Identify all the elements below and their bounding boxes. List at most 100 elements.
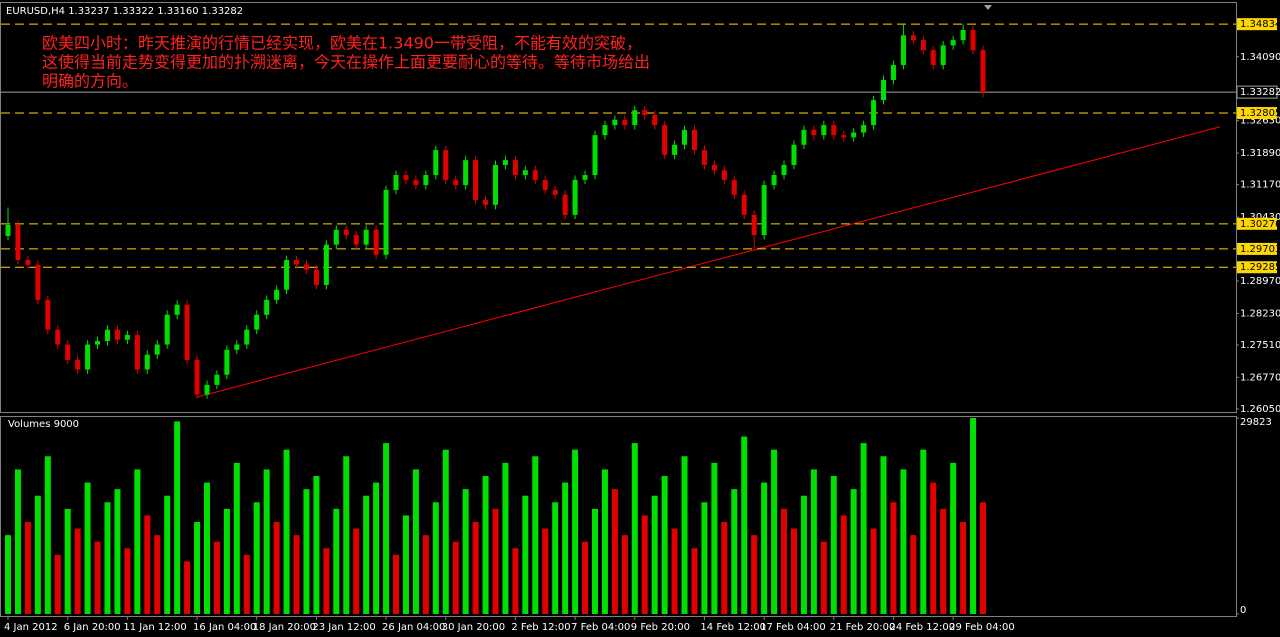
candle-body xyxy=(632,110,638,126)
volume-bar xyxy=(223,508,230,614)
volume-bar xyxy=(522,495,529,614)
x-tick-label: 6 Jan 20:00 xyxy=(64,622,121,633)
candle-body xyxy=(960,30,966,41)
volume-bar xyxy=(771,449,778,614)
volume-bar xyxy=(552,502,559,614)
candle-body xyxy=(214,374,220,385)
volume-bar xyxy=(701,502,708,614)
level-label: 1.32805 xyxy=(1240,108,1280,119)
candle-body xyxy=(831,125,837,136)
candle-body xyxy=(761,185,767,236)
candle-body xyxy=(691,129,697,151)
y-tick-label: 0 xyxy=(1240,605,1246,616)
candle-body xyxy=(871,100,877,126)
candle-body xyxy=(323,244,329,285)
candle-body xyxy=(841,135,847,138)
candle-body xyxy=(85,344,91,370)
volume-bar xyxy=(631,443,638,614)
volume-bar xyxy=(870,528,877,614)
candle-body xyxy=(572,179,578,215)
volume-bar xyxy=(462,489,469,614)
y-tick-label: 1.28230 xyxy=(1240,308,1280,319)
candle-body xyxy=(711,164,717,171)
level-label-box xyxy=(1237,107,1277,120)
volume-bar xyxy=(24,521,31,614)
candle-body xyxy=(612,119,618,126)
candle-body xyxy=(284,260,290,290)
volume-bar xyxy=(84,482,91,614)
volume-bar xyxy=(263,469,270,614)
volume-bar xyxy=(691,548,698,614)
volume-bar xyxy=(134,469,141,614)
volume-bar xyxy=(393,554,400,614)
volume-bar xyxy=(930,482,937,614)
volume-bar xyxy=(383,443,390,614)
volume-bar xyxy=(44,456,51,614)
y-tick-label: 1.31170 xyxy=(1240,180,1280,191)
volume-bar xyxy=(621,535,628,614)
volume-bar xyxy=(124,548,131,614)
candle-body xyxy=(950,40,956,46)
price-panel xyxy=(0,2,1237,413)
volume-bar xyxy=(830,475,837,614)
level-label: 1.30276 xyxy=(1240,219,1280,230)
volume-bar xyxy=(790,528,797,614)
volume-bar xyxy=(323,548,330,614)
volume-bar xyxy=(343,456,350,614)
candle-body xyxy=(373,229,379,255)
candle-body xyxy=(55,329,61,345)
candle-body xyxy=(353,235,359,245)
x-tick-label: 2 Feb 12:00 xyxy=(511,622,570,633)
x-tick-label: 7 Feb 04:00 xyxy=(571,622,630,633)
candle-body xyxy=(532,170,538,180)
volume-bar xyxy=(174,421,181,614)
volume-title: Volumes 9000 xyxy=(8,419,79,430)
candle-body xyxy=(552,189,558,195)
candle-body xyxy=(731,179,737,195)
volume-bar xyxy=(900,469,907,614)
x-tick-label: 30 Jan 20:00 xyxy=(442,622,505,633)
volume-bar xyxy=(542,528,549,614)
candle-body xyxy=(920,40,926,51)
x-tick-label: 17 Feb 04:00 xyxy=(760,622,826,633)
candle-body xyxy=(940,45,946,66)
volume-bar xyxy=(333,508,340,614)
candle-body xyxy=(124,334,130,340)
candle-body xyxy=(851,132,857,138)
candle-body xyxy=(194,359,200,395)
volume-bar xyxy=(840,515,847,614)
annotation-line: 欧美四小时：昨天推演的行情已经实现，欧美在1.3490一带受阻，不能有效的突破， xyxy=(42,34,642,53)
candle-body xyxy=(493,164,498,205)
volume-bar xyxy=(452,541,459,614)
volume-bar xyxy=(920,449,927,614)
candle-body xyxy=(652,115,658,126)
volume-bar xyxy=(164,495,171,614)
volume-bar xyxy=(601,469,608,614)
candle-body xyxy=(333,229,339,245)
volume-bar xyxy=(422,535,429,614)
candle-body xyxy=(443,150,449,180)
level-label-box xyxy=(1237,261,1277,274)
candle-body xyxy=(313,269,319,285)
candle-body xyxy=(522,170,528,176)
candle-body xyxy=(741,194,747,215)
volume-bar xyxy=(711,462,718,614)
current-price-box xyxy=(1236,85,1278,99)
level-label: 1.29285 xyxy=(1240,262,1280,273)
volume-bar xyxy=(681,456,688,614)
volume-bar xyxy=(293,535,300,614)
volume-bar xyxy=(94,541,101,614)
shift-marker xyxy=(984,5,992,10)
volume-bar xyxy=(184,561,191,614)
volume-bar xyxy=(114,489,121,614)
volume-bar xyxy=(104,502,111,614)
level-label: 1.34834 xyxy=(1240,19,1280,30)
volume-bar xyxy=(800,495,807,614)
volume-bar xyxy=(303,489,310,614)
candle-body xyxy=(294,260,300,265)
volume-bar xyxy=(532,456,539,614)
volume-bar xyxy=(641,515,648,614)
volume-bar xyxy=(373,482,380,614)
y-tick-label: 1.31890 xyxy=(1240,148,1280,159)
candle-body xyxy=(502,160,508,165)
